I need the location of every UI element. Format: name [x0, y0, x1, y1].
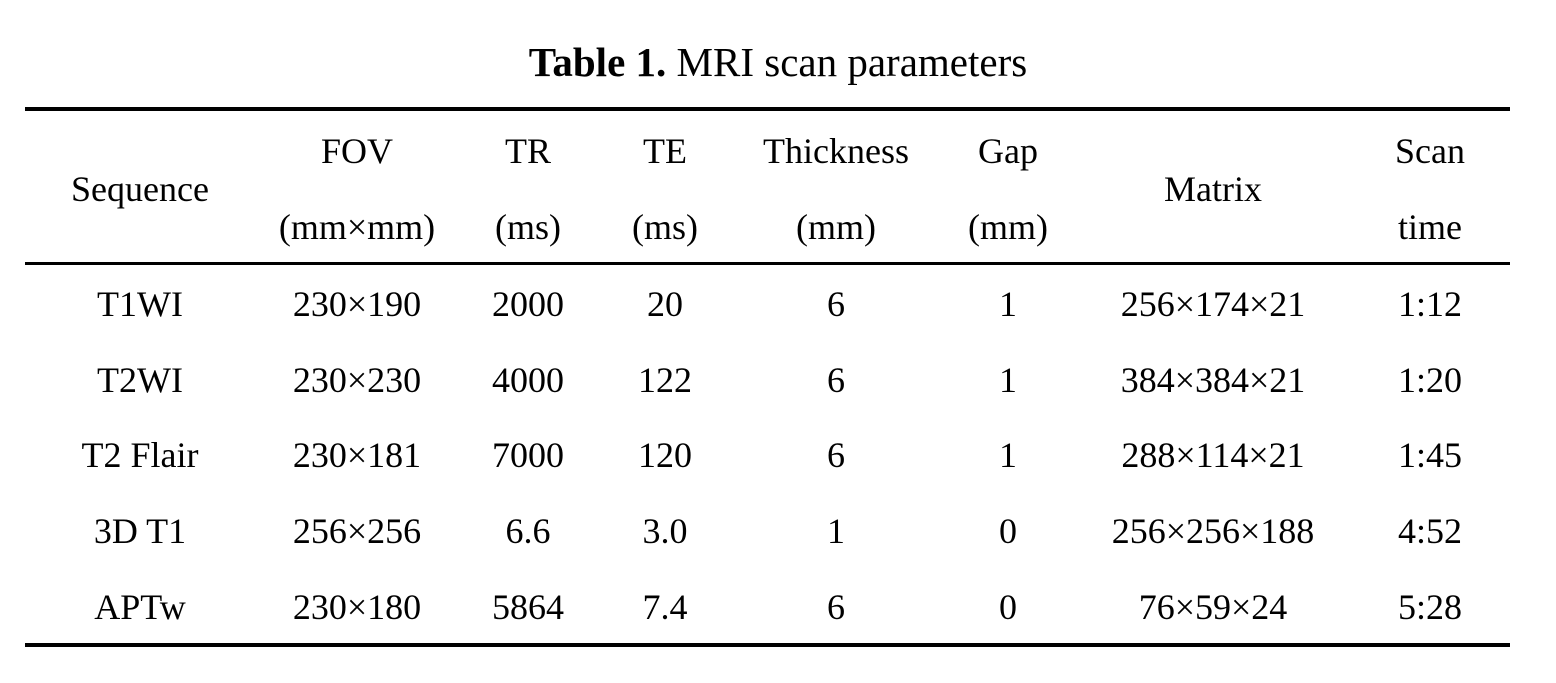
top-rule: [25, 107, 1510, 111]
table-cell: 230×230: [292, 359, 422, 400]
table-cell: 6: [827, 435, 845, 476]
header-cell: Sequence: [71, 169, 209, 209]
table-cell: 1:12: [1397, 284, 1463, 324]
table-cell: 1: [999, 284, 1017, 324]
header-cell: Scan: [1395, 131, 1465, 171]
table-cell: T1WI: [97, 284, 183, 324]
header-cell: Matrix: [1164, 169, 1262, 209]
table-cell: 384×384×21: [1120, 359, 1306, 400]
bottom-rule: [25, 643, 1510, 647]
table-cell: 3D T1: [93, 511, 187, 552]
header-cell: Gap: [978, 131, 1038, 171]
table-cell: 120: [638, 435, 692, 476]
table-cell: 230×190: [292, 284, 422, 324]
table-cell: 230×181: [292, 435, 422, 476]
table-cell: 1:20: [1397, 359, 1463, 400]
table-cell: 6: [827, 359, 845, 400]
table-cell: 230×180: [292, 586, 422, 627]
title-label: Table 1.: [528, 39, 667, 85]
table-cell: 5:28: [1397, 586, 1463, 627]
table-cell: 5864: [492, 586, 564, 627]
table-cell: T2 Flair: [81, 435, 199, 476]
table-cell: 20: [647, 284, 683, 324]
table-cell: APTw: [94, 586, 186, 627]
table-cell: 1: [827, 511, 845, 552]
header-rule: [25, 262, 1510, 265]
header-cell: FOV: [320, 131, 394, 171]
table-cell: 256×256: [292, 511, 422, 552]
header-cell: time: [1398, 207, 1462, 247]
table-cell: 4:52: [1397, 511, 1463, 552]
table-cell: 256×256×188: [1111, 511, 1315, 552]
header-cell: TE: [643, 131, 687, 171]
header-cell: (mm): [968, 207, 1048, 247]
header-cell: TR: [504, 131, 552, 171]
table-cell: 0: [999, 586, 1017, 627]
table-cell: 256×174×21: [1120, 284, 1306, 324]
table-cell: 7.4: [642, 586, 688, 627]
header-cell: (ms): [632, 207, 698, 247]
table-cell: 4000: [492, 359, 564, 400]
table-cell: 76×59×24: [1138, 586, 1288, 627]
table-cell: 2000: [492, 284, 564, 324]
table-cell: 1: [999, 435, 1017, 476]
table-cell: 1:45: [1397, 435, 1463, 476]
header-cell: (mm×mm): [278, 207, 436, 247]
header-cell: Thickness: [763, 131, 909, 171]
table-cell: 7000: [492, 435, 564, 476]
table-cell: 6: [827, 586, 845, 627]
header-cell: (mm): [796, 207, 876, 247]
table-cell: 6: [827, 284, 845, 324]
table-cell: 288×114×21: [1121, 435, 1305, 476]
table-title: Table 1. MRI scan parameters: [0, 38, 1556, 86]
table-cell: 3.0: [642, 511, 688, 552]
table-cell: 6.6: [505, 511, 551, 552]
table-cell: 0: [999, 511, 1017, 552]
header-cell: (ms): [495, 207, 561, 247]
table-cell: T2WI: [97, 359, 183, 400]
title-text: MRI scan parameters: [676, 39, 1028, 85]
table-cell: 1: [999, 359, 1017, 400]
table-cell: 122: [638, 359, 692, 400]
